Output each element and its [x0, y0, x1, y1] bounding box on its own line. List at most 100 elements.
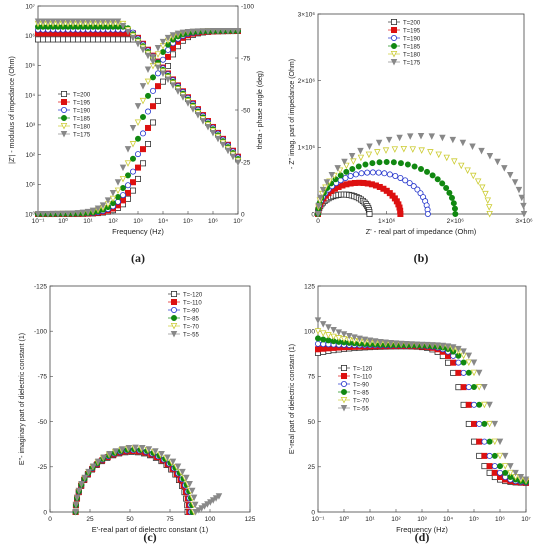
phase-point — [214, 28, 222, 35]
y2-tick-label: 0 — [241, 211, 245, 218]
permittivity-point — [475, 369, 483, 377]
nyquist-point — [364, 169, 371, 176]
legend-marker — [170, 306, 177, 313]
cole-point — [125, 444, 133, 452]
nyquist-point — [362, 161, 369, 168]
y-tick-label: 75 — [308, 374, 316, 381]
phase-point — [219, 27, 227, 35]
permittivity-point — [366, 337, 374, 345]
plot-frame — [49, 285, 251, 513]
nyquist-point — [448, 194, 455, 201]
nyquist-point — [328, 171, 336, 179]
modulus-point — [80, 36, 87, 43]
y2-tick-label: -50 — [241, 107, 251, 114]
legend-marker — [340, 388, 347, 395]
nyquist-point — [366, 210, 373, 217]
legend-marker — [390, 26, 397, 33]
phase-point — [179, 29, 187, 37]
nyquist-point — [439, 180, 446, 187]
phase-point — [149, 74, 156, 81]
cole-point — [94, 458, 102, 466]
phase-point — [144, 124, 151, 131]
modulus-point — [134, 40, 142, 48]
panel-label: (a) — [131, 251, 145, 265]
cole-point — [186, 481, 193, 488]
phase-point — [174, 30, 182, 38]
phase-point — [69, 210, 77, 217]
nyquist-point — [319, 186, 327, 194]
y-tick-label: 10³ — [26, 122, 36, 129]
nyquist-point — [411, 163, 418, 170]
permittivity-point — [314, 340, 321, 347]
nyquist-point — [417, 165, 424, 172]
modulus-point — [189, 106, 197, 113]
modulus-point — [139, 46, 147, 54]
legend-entry: T=-55 — [183, 333, 200, 339]
x-tick-label: 10⁰ — [339, 515, 349, 523]
cole-point — [73, 494, 81, 502]
permittivity-point — [335, 329, 343, 336]
nyquist-point — [355, 163, 362, 170]
permittivity-point — [460, 369, 467, 376]
permittivity-point — [377, 338, 384, 346]
y-tick-label: 1×10⁶ — [298, 145, 316, 152]
nyquist-point — [486, 153, 494, 160]
nyquist-point — [484, 197, 492, 204]
permittivity-point — [465, 359, 473, 367]
x-tick-label: 10⁶ — [495, 516, 505, 523]
permittivity-point — [314, 346, 321, 353]
phase-point — [144, 92, 151, 99]
modulus-point — [224, 147, 232, 155]
x-tick-label: 10⁴ — [443, 516, 453, 523]
y-tick-label: -25 — [38, 464, 48, 471]
nyquist-point — [482, 190, 489, 198]
permittivity-point — [371, 338, 379, 345]
phase-point — [94, 205, 102, 213]
modulus-point — [159, 70, 167, 78]
x-axis-label: Frequency (Hz) — [112, 227, 164, 236]
x-axis-label: E'-real part of dielectrc constant (1) — [92, 525, 209, 534]
x-tick-label: 50 — [126, 516, 134, 523]
x-axis-label: Frequency (Hz) — [396, 525, 448, 534]
x-tick-label: 10³ — [133, 218, 143, 225]
permittivity-point — [507, 469, 514, 477]
x-tick-label: 10⁻¹ — [312, 516, 326, 523]
nyquist-point — [452, 210, 459, 217]
nyquist-point — [386, 171, 393, 178]
plot-frame — [317, 13, 525, 215]
panel-label: (d) — [415, 530, 430, 544]
nyquist-point — [317, 194, 324, 202]
y-tick-label: 10⁵ — [25, 63, 35, 70]
legend-marker — [170, 290, 177, 297]
nyquist-point — [446, 189, 453, 196]
nyquist-point — [349, 165, 356, 172]
permittivity-point — [470, 401, 477, 408]
modulus-point — [199, 118, 207, 125]
legend-entry: T=-110 — [353, 375, 372, 381]
nyquist-point — [459, 139, 467, 147]
nyquist-point — [406, 180, 413, 187]
phase-point — [154, 51, 162, 58]
phase-point — [125, 172, 132, 179]
modulus-point — [114, 18, 122, 26]
permittivity-point — [325, 332, 332, 339]
modulus-point — [90, 36, 97, 43]
nyquist-point — [434, 176, 441, 183]
modulus-point — [49, 18, 57, 26]
nyquist-point — [357, 147, 364, 155]
x-axis-label: Z' - real part of impedance (Ohm) — [366, 227, 477, 236]
phase-point — [114, 187, 122, 195]
series — [34, 18, 242, 218]
series — [314, 132, 528, 218]
phase-point — [164, 63, 171, 70]
nyquist-point — [410, 183, 417, 190]
nyquist-point — [494, 158, 501, 166]
legend-marker — [390, 35, 397, 42]
nyquist-point — [428, 133, 436, 140]
legend-entry: T=-90 — [183, 309, 200, 315]
y-tick-label: 2×10⁶ — [298, 78, 316, 85]
permittivity-point — [481, 420, 488, 427]
panel-c: 0 25 50 75 100 125 0 -25 -50 -75 -100 -125 E'-real p… — [19, 283, 256, 544]
